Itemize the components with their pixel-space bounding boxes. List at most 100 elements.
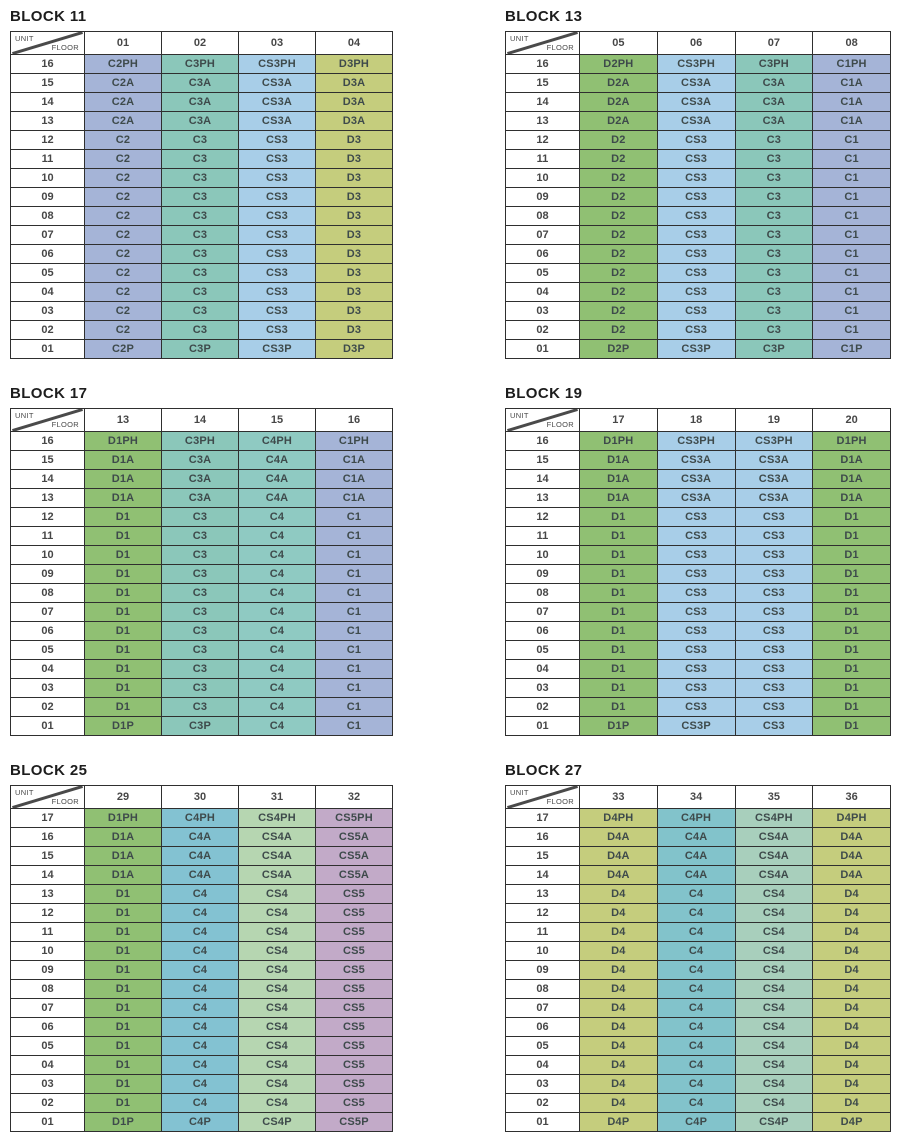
unit-type-cell: D4A: [579, 865, 658, 885]
floor-cell: 15: [505, 450, 580, 470]
unit-type-cell: CS5: [315, 1036, 393, 1056]
unit-type-cell: C3A: [161, 469, 239, 489]
floor-cell: 09: [505, 187, 580, 207]
unit-type-cell: CS3A: [734, 488, 814, 508]
unit-type-cell: CS4: [238, 1093, 316, 1113]
unit-header-cell: 29: [84, 785, 162, 809]
floor-row: 16 D1PH CS3PH CS3PH D1PH: [505, 431, 891, 451]
unit-type-cell: C4: [161, 1036, 239, 1056]
unit-type-cell: D1A: [812, 469, 891, 489]
floor-cell: 09: [10, 564, 85, 584]
unit-type-cell: D1: [579, 640, 658, 660]
unit-type-cell: D2: [579, 301, 658, 321]
unit-type-cell: D1: [84, 602, 162, 622]
unit-type-cell: D1PH: [812, 431, 891, 451]
diagonal-divider-icon: [506, 409, 579, 431]
floor-row: 04 D2 CS3 C3 C1: [505, 282, 891, 302]
floor-row: 12 D2 CS3 C3 C1: [505, 130, 891, 150]
floor-cell: 12: [505, 903, 580, 923]
unit-type-cell: CS3: [734, 564, 814, 584]
floor-cell: 16: [505, 54, 580, 74]
unit-header-row: UNIT FLOOR 05 06 07 08: [505, 31, 891, 55]
floor-row: 04 D4 C4 CS4 D4: [505, 1055, 891, 1075]
unit-type-cell: CS5A: [315, 865, 393, 885]
unit-type-cell: CS3: [238, 282, 316, 302]
floor-row: 15 D2A CS3A C3A C1A: [505, 73, 891, 93]
unit-type-cell: CS3PH: [734, 431, 814, 451]
unit-type-cell: D2: [579, 187, 658, 207]
unit-type-cell: C1PH: [315, 431, 393, 451]
unit-type-cell: C2P: [84, 339, 162, 359]
unit-type-cell: D4: [812, 1055, 891, 1075]
floor-row: 17 D1PH C4PH CS4PH CS5PH: [10, 808, 393, 828]
unit-type-cell: C4: [656, 998, 736, 1018]
unit-type-cell: D1: [84, 507, 162, 527]
floor-row: 16 D2PH CS3PH C3PH C1PH: [505, 54, 891, 74]
corner-unit-label: UNIT: [15, 411, 34, 420]
floor-row: 03 D2 CS3 C3 C1: [505, 301, 891, 321]
unit-type-cell: CS3A: [238, 92, 316, 112]
unit-type-cell: CS4: [734, 960, 814, 980]
floor-cell: 14: [10, 865, 85, 885]
floor-cell: 03: [10, 1074, 85, 1094]
unit-type-cell: C1: [812, 301, 891, 321]
unit-header-row: UNIT FLOOR 33 34 35 36: [505, 785, 891, 809]
unit-type-cell: D4: [579, 1055, 658, 1075]
unit-type-cell: C1A: [812, 73, 891, 93]
unit-type-cell: CS3: [734, 507, 814, 527]
unit-type-cell: C3: [161, 168, 239, 188]
unit-type-cell: C2: [84, 130, 162, 150]
unit-type-cell: D3PH: [315, 54, 393, 74]
floor-row: 16 D4A C4A CS4A D4A: [505, 827, 891, 847]
unit-type-cell: C3: [734, 282, 814, 302]
unit-type-cell: CS4: [734, 884, 814, 904]
block-table: UNIT FLOOR 17 18 19 20 16 D1PH CS3PH CS3PH D1PH…: [505, 408, 891, 736]
unit-type-cell: CS4: [734, 941, 814, 961]
unit-type-cell: D2: [579, 282, 658, 302]
unit-type-cell: D1: [84, 621, 162, 641]
unit-type-cell: D4A: [812, 827, 891, 847]
unit-type-cell: C3: [161, 206, 239, 226]
unit-type-cell: CS4: [238, 998, 316, 1018]
blocks-grid: BLOCK 11 UNIT FLOOR 01 02 03 04 16 C2PH C3PH: [10, 8, 894, 1132]
floor-cell: 12: [10, 507, 85, 527]
floor-row: 02 D1 C3 C4 C1: [10, 697, 393, 717]
unit-type-cell: CS3: [656, 187, 736, 207]
floor-cell: 12: [505, 130, 580, 150]
unit-type-cell: CS5: [315, 903, 393, 923]
unit-type-cell: CS3: [734, 716, 814, 736]
unit-type-cell: C1: [812, 244, 891, 264]
unit-type-cell: C1: [812, 168, 891, 188]
floor-row: 10 D1 CS3 CS3 D1: [505, 545, 891, 565]
floor-cell: 07: [505, 998, 580, 1018]
unit-type-cell: C3: [161, 282, 239, 302]
unit-type-cell: C3: [161, 545, 239, 565]
unit-type-cell: D4A: [579, 846, 658, 866]
unit-type-cell: D4: [579, 922, 658, 942]
unit-type-cell: C3: [161, 320, 239, 340]
unit-type-cell: CS3: [238, 168, 316, 188]
corner-floor-label: FLOOR: [546, 796, 574, 806]
floor-cell: 04: [505, 1055, 580, 1075]
unit-type-cell: CS3: [238, 301, 316, 321]
unit-type-cell: D3: [315, 187, 393, 207]
unit-type-cell: C4: [656, 903, 736, 923]
floor-cell: 08: [10, 979, 85, 999]
unit-type-cell: C4: [656, 1036, 736, 1056]
floor-row: 12 D1 C4 CS4 CS5: [10, 903, 393, 923]
unit-type-cell: D3A: [315, 92, 393, 112]
unit-type-cell: C1: [812, 282, 891, 302]
floor-row: 03 D4 C4 CS4 D4: [505, 1074, 891, 1094]
unit-type-cell: C4: [238, 526, 316, 546]
floor-row: 02 D1 CS3 CS3 D1: [505, 697, 891, 717]
unit-header-cell: 14: [161, 408, 239, 432]
unit-type-cell: C4: [238, 564, 316, 584]
floor-row: 01 D2P CS3P C3P C1P: [505, 339, 891, 359]
unit-type-cell: CS4: [238, 1017, 316, 1037]
unit-type-cell: D3: [315, 244, 393, 264]
floor-cell: 10: [505, 545, 580, 565]
unit-type-cell: D1: [812, 583, 891, 603]
floor-cell: 04: [10, 659, 85, 679]
block-section: BLOCK 19 UNIT FLOOR 17 18 19 20 16 D1PH CS3P: [505, 385, 891, 736]
unit-type-cell: CS3: [238, 187, 316, 207]
